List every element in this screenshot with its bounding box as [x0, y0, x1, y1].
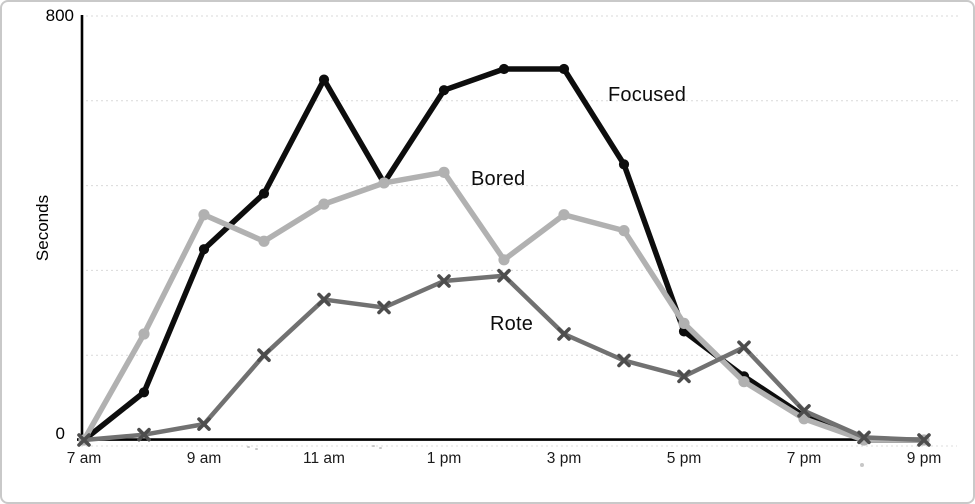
y-axis-min-label: 0 — [55, 424, 65, 443]
marker-rote — [377, 300, 391, 315]
marker-bored — [678, 317, 690, 329]
x-tick-label: 1 pm — [426, 450, 462, 467]
x-tick-label: 3 pm — [546, 450, 582, 467]
marker-rote — [617, 353, 631, 368]
marker-rote — [677, 369, 691, 384]
x-tick-label: 9 am — [186, 450, 222, 467]
marker-bored — [498, 254, 510, 266]
marker-rote — [197, 417, 211, 431]
marker-rote — [917, 433, 931, 447]
marker-bored — [618, 225, 630, 237]
marker-bored — [198, 209, 210, 221]
marker-rote — [437, 274, 451, 288]
x-tick-label: 5 pm — [666, 450, 702, 467]
marker-focused — [558, 63, 570, 75]
marker-rote — [257, 348, 271, 362]
marker-focused — [258, 188, 270, 199]
marker-bored — [378, 177, 390, 189]
axis-artifact-dot — [255, 448, 258, 450]
marker-rote — [797, 404, 811, 418]
x-tick-label: 11 am — [303, 450, 345, 467]
marker-bored — [438, 166, 450, 178]
marker-rote — [857, 430, 871, 445]
marker-focused — [138, 387, 150, 398]
axis-artifact-dot — [247, 446, 250, 448]
axis-artifact-dot — [372, 445, 375, 447]
marker-bored — [138, 328, 150, 340]
marker-rote — [77, 433, 91, 447]
marker-rote — [137, 427, 151, 442]
x-tick-label: 7 pm — [786, 450, 822, 467]
marker-rote — [317, 292, 331, 307]
series-label-rote: Rote — [490, 313, 534, 335]
marker-bored — [558, 209, 570, 221]
marker-rote — [557, 327, 571, 341]
marker-rote — [737, 340, 751, 355]
axis-artifact-dot — [379, 447, 382, 449]
marker-bored — [258, 235, 270, 247]
y-axis-title: Seconds — [33, 194, 52, 262]
marker-bored — [738, 376, 750, 388]
marker-rote — [497, 268, 511, 283]
marker-focused — [498, 63, 510, 75]
axis-artifact-dot — [860, 463, 864, 467]
marker-focused — [198, 244, 210, 255]
series-label-bored: Bored — [471, 168, 526, 190]
x-tick-label: 9 pm — [906, 450, 942, 467]
y-axis-max-label: 800 — [45, 6, 74, 25]
x-tick-label: 7 am — [66, 450, 102, 467]
marker-bored — [318, 198, 330, 210]
marker-focused — [318, 74, 330, 85]
series-line-bored — [81, 169, 927, 443]
marker-focused — [438, 85, 450, 96]
series-label-focused: Focused — [608, 84, 687, 106]
marker-focused — [618, 159, 630, 170]
